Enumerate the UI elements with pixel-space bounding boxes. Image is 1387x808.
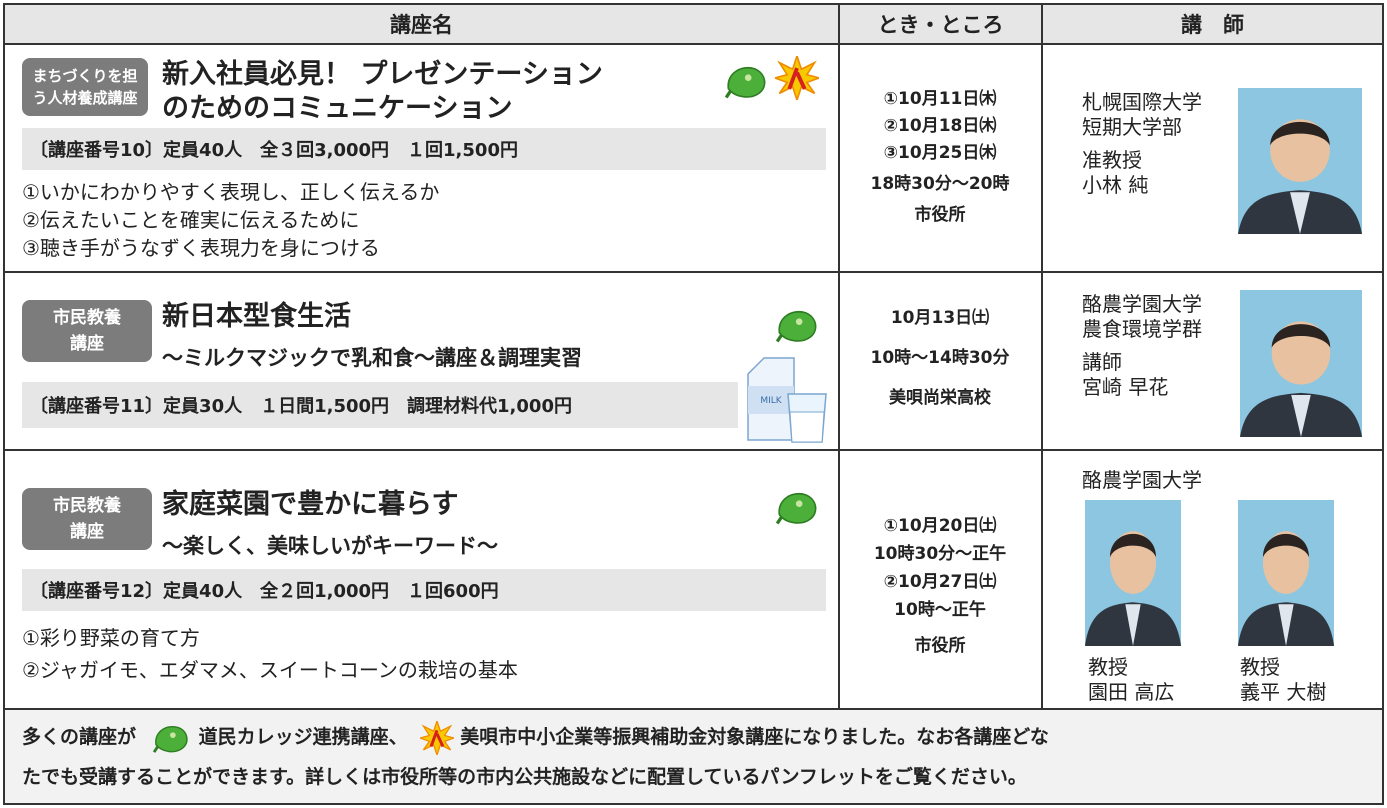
header-label: 講座名 [390, 13, 453, 37]
content-line: ①いかにわかりやすく表現し、正しく伝えるか [22, 180, 440, 204]
college-icon [775, 488, 819, 526]
schedule-line: 市役所 [914, 636, 966, 656]
tag-line: う人材養成講座 [32, 89, 138, 107]
course-subtitle: ～ミルクマジックで乳和食～講座＆調理実習 [162, 346, 582, 370]
lecturer-line: 講師 [1082, 350, 1122, 374]
tag-line: まちづくりを担 [32, 67, 138, 85]
course-title: 新入社員必見！ プレゼンテーション のためのコミュニケーション [162, 58, 603, 126]
header-cell: 講 師 [1041, 3, 1384, 45]
footer-text: 多くの講座が [22, 726, 137, 748]
course-info: 〔講座番号11〕定員30人 １日間1,500円 調理材料代1,000円 [22, 382, 738, 428]
lecturer-affiliation: 酪農学園大学 [1082, 468, 1202, 492]
course-tag: 市民教養 講座 [22, 488, 152, 550]
title-line: のためのコミュニケーション [162, 93, 513, 124]
tag-line: 市民教養 [53, 496, 121, 516]
college-icon [151, 722, 191, 754]
schedule-line: 18時30分～20時 [870, 174, 1010, 194]
course-title: 家庭菜園で豊かに暮らす [162, 488, 458, 522]
header-label: 講 師 [1181, 13, 1244, 37]
schedule-line: 10時～14時30分 [870, 348, 1010, 368]
lecturer-line: 酪農学園大学 [1082, 292, 1202, 316]
course-info: 〔講座番号10〕定員40人 全３回3,000円 １回1,500円 [22, 128, 826, 170]
footer-text: 美唄市中小企業等振興補助金対象講座になりました。なお各講座どな [460, 726, 1049, 748]
footer-cell [3, 708, 1384, 805]
course-tag: 市民教養 講座 [22, 300, 152, 362]
lecturer-title: 教授 [1240, 655, 1280, 679]
schedule-line: 市役所 [914, 205, 966, 225]
schedule-line: ②10月27日㈯ [883, 572, 997, 592]
lecturer-line: 宮崎 早花 [1082, 375, 1169, 399]
lecturer-line: 小林 純 [1082, 173, 1149, 197]
lecturer: 教授 義平 大樹 [1240, 655, 1326, 705]
tag-line: 市民教養 [53, 308, 121, 328]
lecturer-line: 農食環境学群 [1082, 317, 1202, 341]
schedule-line: 美唄尚栄高校 [889, 388, 991, 408]
schedule-line: 10月13日㈯ [890, 308, 990, 328]
lecturer-title: 教授 [1088, 655, 1128, 679]
course-title: 新日本型食生活 [162, 300, 351, 334]
footer-text: たでも受講することができます。詳しくは市役所等の市内公共施設などに配置しているパ… [22, 766, 1027, 788]
lecturer-photo [1238, 500, 1334, 646]
tag-line: 講座 [70, 522, 104, 542]
content-line: ①彩り野菜の育て方 [22, 626, 200, 650]
schedule-line: ①10月20日㈯ [883, 516, 997, 536]
schedule-line: ③10月25日㈭ [883, 143, 997, 163]
schedule-line: 10時～正午 [894, 600, 986, 620]
lecturer-photo [1238, 88, 1362, 234]
header-label: とき・ところ [877, 13, 1004, 37]
schedule-line: 10時30分～正午 [873, 544, 1007, 564]
college-icon [724, 62, 768, 100]
content-line: ②伝えたいことを確実に伝えるために [22, 208, 360, 232]
course-tag: まちづくりを担 う人材養成講座 [22, 58, 148, 116]
schedule: ①10月20日㈯ 10時30分～正午 ②10月27日㈯ 10時～正午 市役所 [840, 512, 1040, 660]
lecturer-line: 准教授 [1082, 148, 1142, 172]
content-line: ③聴き手がうなずく表現力を身につける [22, 236, 380, 260]
course-subtitle: ～楽しく、美味しいがキーワード～ [162, 534, 498, 558]
schedule: ①10月11日㈭ ②10月18日㈭ ③10月25日㈭ 18時30分～20時 市役所 [840, 86, 1040, 229]
tag-line: 講座 [70, 334, 104, 354]
lecturer: 酪農学園大学 農食環境学群 講師 宮崎 早花 [1082, 292, 1202, 400]
lecturer: 教授 園田 高広 [1088, 655, 1174, 705]
lecturer-photo [1240, 290, 1362, 437]
course-contents: ①いかにわかりやすく表現し、正しく伝えるか ②伝えたいことを確実に伝えるために ③聴… [22, 178, 439, 262]
footer-text: 道民カレッジ連携講座、 [198, 726, 408, 748]
lecturer: 札幌国際大学 短期大学部准教授 小林 純 [1082, 90, 1202, 198]
title-line: 家庭菜園で豊かに暮らす [162, 489, 459, 520]
footer-note: 多くの講座が 道民カレッジ連携講座、 美唄市中小企業等振興補助金対象講座になりま… [22, 717, 1049, 797]
subsidy-icon [420, 721, 454, 755]
lecturer-line: 短期大学部 [1082, 115, 1182, 139]
schedule-line: ①10月11日㈭ [883, 89, 997, 109]
college-icon [775, 306, 819, 344]
schedule: 10月13日㈯ 10時～14時30分 美唄尚栄高校 [840, 298, 1040, 418]
lecturer-name: 園田 高広 [1088, 680, 1175, 704]
header-cell: 講座名 [3, 3, 840, 45]
milk-label: MILK [760, 396, 782, 406]
header-cell: とき・ところ [838, 3, 1043, 45]
title-line: 新入社員必見！ プレゼンテーション [162, 59, 603, 90]
lecturer-name: 義平 大樹 [1240, 680, 1327, 704]
content-line: ②ジャガイモ、エダマメ、スイートコーンの栽培の基本 [22, 658, 518, 682]
lecturer-line: 札幌国際大学 [1082, 90, 1202, 114]
milk-illustration: MILK [747, 357, 827, 443]
course-contents: ①彩り野菜の育て方 ②ジャガイモ、エダマメ、スイートコーンの栽培の基本 [22, 622, 518, 686]
lecturer-photo [1085, 500, 1181, 646]
course-info: 〔講座番号12〕定員40人 全２回1,000円 １回600円 [22, 569, 826, 611]
subsidy-icon [775, 56, 819, 100]
title-line: 新日本型食生活 [162, 301, 351, 332]
schedule-line: ②10月18日㈭ [883, 116, 997, 136]
